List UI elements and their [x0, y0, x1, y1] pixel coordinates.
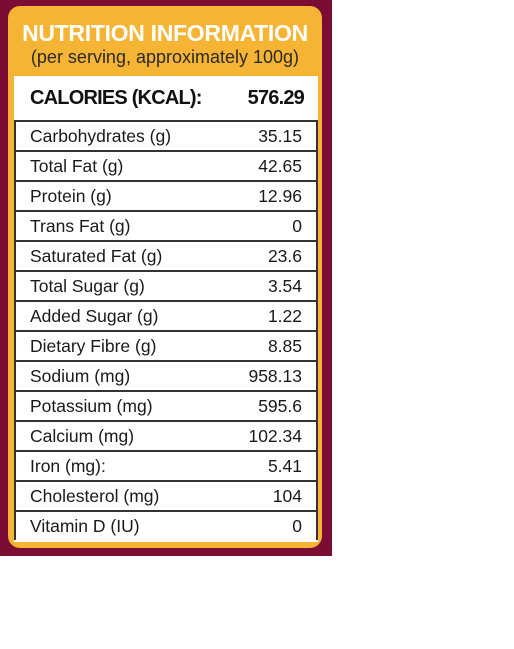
nutrient-row: Cholesterol (mg) 104: [16, 482, 316, 512]
nutrient-row: Calcium (mg) 102.34: [16, 422, 316, 452]
calories-label: CALORIES (KCAL):: [30, 87, 202, 109]
nutrient-row: Iron (mg): 5.41: [16, 452, 316, 482]
title: NUTRITION INFORMATION: [22, 20, 308, 46]
nutrient-value: 104: [272, 486, 302, 506]
nutrition-card: NUTRITION INFORMATION (per serving, appr…: [8, 6, 322, 548]
nutrient-label: Dietary Fibre (g): [30, 336, 157, 356]
nutrient-value: 958.13: [248, 366, 302, 386]
nutrient-row: Saturated Fat (g) 23.6: [16, 242, 316, 272]
nutrient-row: Sodium (mg) 958.13: [16, 362, 316, 392]
nutrient-label: Total Sugar (g): [30, 276, 145, 296]
nutrient-row: Vitamin D (IU) 0: [16, 512, 316, 540]
nutrient-value: 0: [292, 516, 302, 536]
subtitle: (per serving, approximately 100g): [30, 47, 300, 67]
nutrient-row: Potassium (mg) 595.6: [16, 392, 316, 422]
nutrient-value: 23.6: [267, 246, 302, 266]
nutrient-value: 12.96: [258, 186, 302, 206]
nutrient-label: Potassium (mg): [30, 396, 153, 416]
nutrient-label: Calcium (mg): [30, 426, 135, 446]
nutrient-value: 0: [292, 216, 302, 236]
nutrient-value: 42.65: [258, 156, 302, 176]
nutrient-label: Sodium (mg): [30, 366, 131, 386]
nutrition-table: CALORIES (KCAL): 576.29 Carbohydrates (g…: [14, 76, 318, 542]
nutrient-row: Total Fat (g) 42.65: [16, 152, 316, 182]
nutrient-label: Protein (g): [30, 186, 112, 206]
nutrient-label: Cholesterol (mg): [30, 486, 160, 506]
nutrient-label: Saturated Fat (g): [30, 246, 163, 266]
nutrient-label: Iron (mg):: [30, 456, 106, 476]
calories-value: 576.29: [247, 87, 305, 109]
nutrient-label: Total Fat (g): [30, 156, 124, 176]
nutrient-row: Protein (g) 12.96: [16, 182, 316, 212]
rows: Carbohydrates (g) 35.15 Total Fat (g) 42.65…: [14, 122, 318, 540]
nutrient-label: Trans Fat (g): [30, 216, 131, 236]
nutrient-value: 35.15: [258, 126, 302, 146]
nutrient-row: Dietary Fibre (g) 8.85: [16, 332, 316, 362]
nutrient-row: Trans Fat (g) 0: [16, 212, 316, 242]
nutrient-row: Added Sugar (g) 1.22: [16, 302, 316, 332]
calories-row: CALORIES (KCAL): 576.29: [14, 76, 318, 122]
nutrient-row: Carbohydrates (g) 35.15: [16, 122, 316, 152]
nutrient-label: Added Sugar (g): [30, 306, 159, 326]
nutrient-value: 102.34: [248, 426, 302, 446]
nutrient-value: 1.22: [267, 306, 302, 326]
nutrient-label: Carbohydrates (g): [30, 126, 172, 146]
nutrient-label: Vitamin D (IU): [30, 516, 140, 536]
nutrient-value: 8.85: [267, 336, 302, 356]
nutrient-row: Total Sugar (g) 3.54: [16, 272, 316, 302]
nutrient-value: 595.6: [258, 396, 302, 416]
nutrient-value: 3.54: [267, 276, 302, 296]
nutrient-value: 5.41: [267, 456, 302, 476]
